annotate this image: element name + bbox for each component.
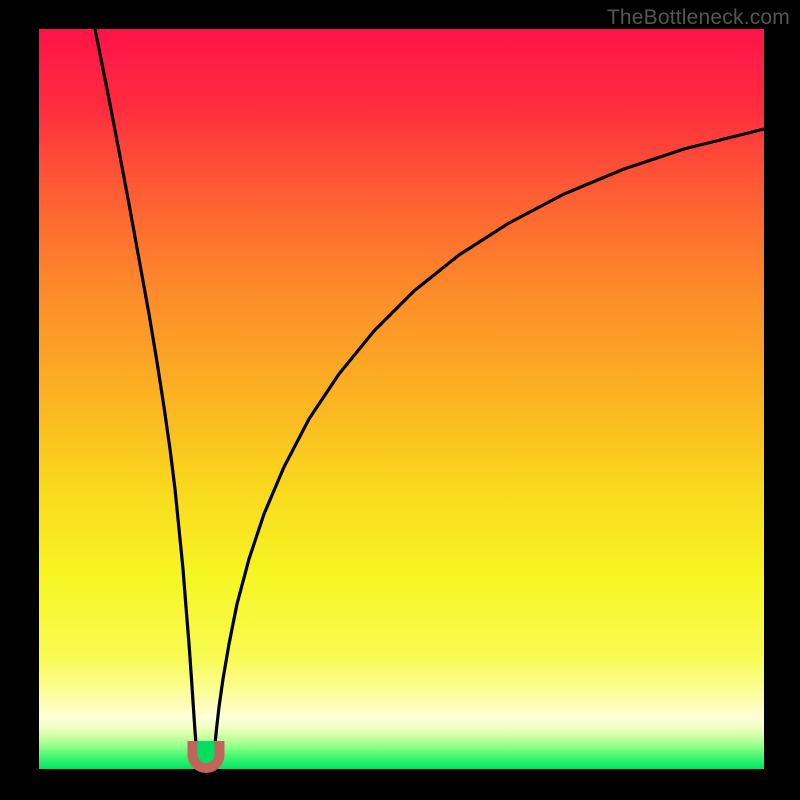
chart-root: TheBottleneck.com <box>0 0 800 800</box>
watermark-text: TheBottleneck.com <box>607 6 790 30</box>
bottleneck-curve <box>39 29 764 769</box>
plot-area <box>39 29 764 769</box>
minimum-u-marker <box>187 741 224 773</box>
